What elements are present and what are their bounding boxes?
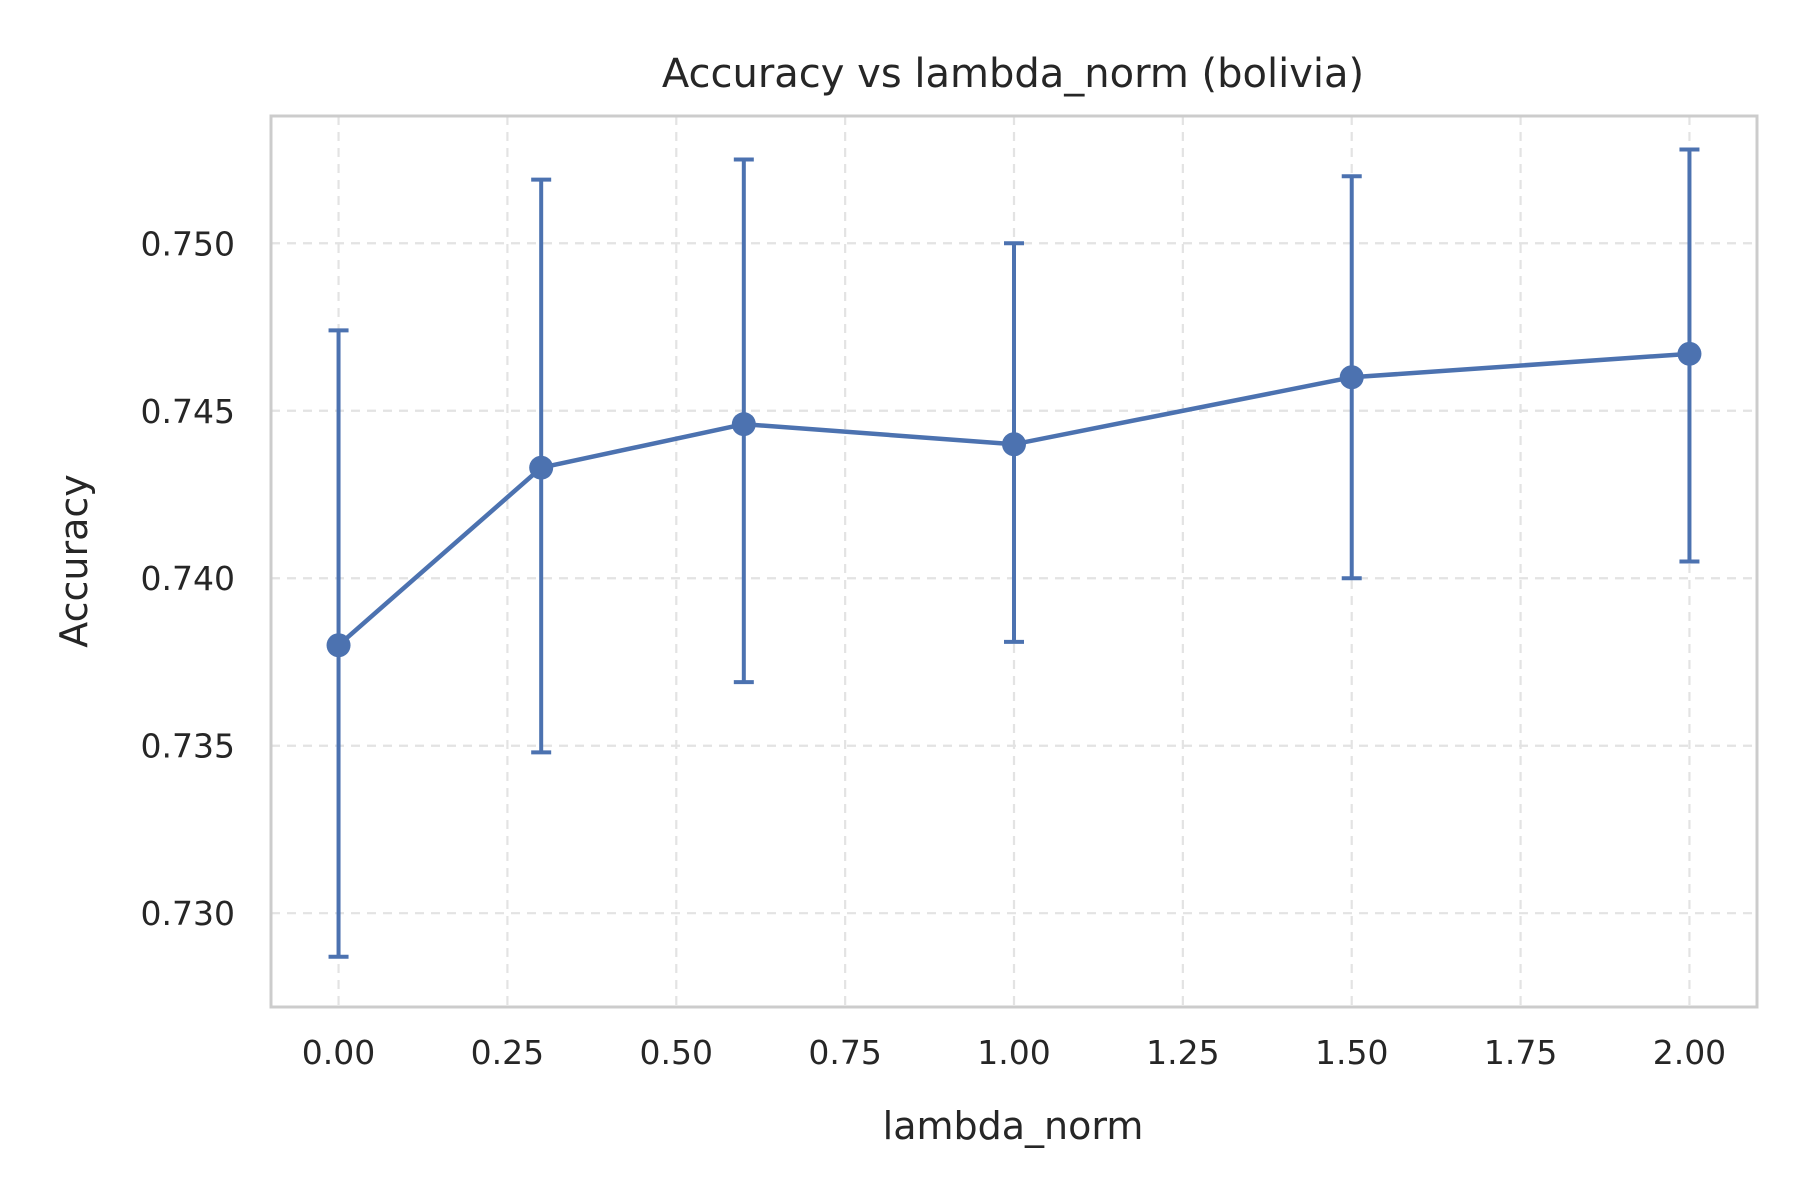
x-tick-label: 0.50 [640, 1033, 713, 1072]
x-tick-label: 0.25 [471, 1033, 544, 1072]
data-point [1339, 365, 1364, 390]
y-tick-label: 0.740 [141, 559, 235, 598]
data-point [1677, 341, 1702, 366]
x-tick-labels: 0.00 0.25 0.50 0.75 1.00 1.25 1.50 1.75 2.00 [302, 1033, 1726, 1072]
x-tick-label: 1.00 [977, 1033, 1050, 1072]
data-point [1002, 432, 1026, 457]
x-tick-label: 0.75 [808, 1033, 881, 1072]
x-tick-label: 1.50 [1315, 1033, 1388, 1072]
data-point [529, 455, 554, 480]
data-point [731, 412, 756, 437]
x-tick-label: 2.00 [1653, 1033, 1726, 1072]
x-tick-label: 0.00 [302, 1033, 375, 1072]
x-axis-label: lambda_norm [883, 1104, 1144, 1148]
y-tick-label: 0.735 [141, 727, 235, 766]
y-tick-label: 0.745 [141, 392, 235, 431]
chart-title: Accuracy vs lambda_norm (bolivia) [662, 51, 1364, 97]
y-tick-labels: 0.730 0.735 0.740 0.745 0.750 [141, 224, 235, 933]
x-tick-label: 1.25 [1146, 1033, 1219, 1072]
plot-frame [269, 114, 1759, 1009]
series-layer [326, 147, 1702, 959]
series-line [337, 351, 1690, 647]
x-tick-label: 1.75 [1484, 1033, 1557, 1072]
y-axis-label: Accuracy [52, 474, 96, 648]
data-point [326, 633, 351, 658]
y-tick-label: 0.730 [141, 894, 235, 933]
y-tick-label: 0.750 [141, 224, 235, 263]
